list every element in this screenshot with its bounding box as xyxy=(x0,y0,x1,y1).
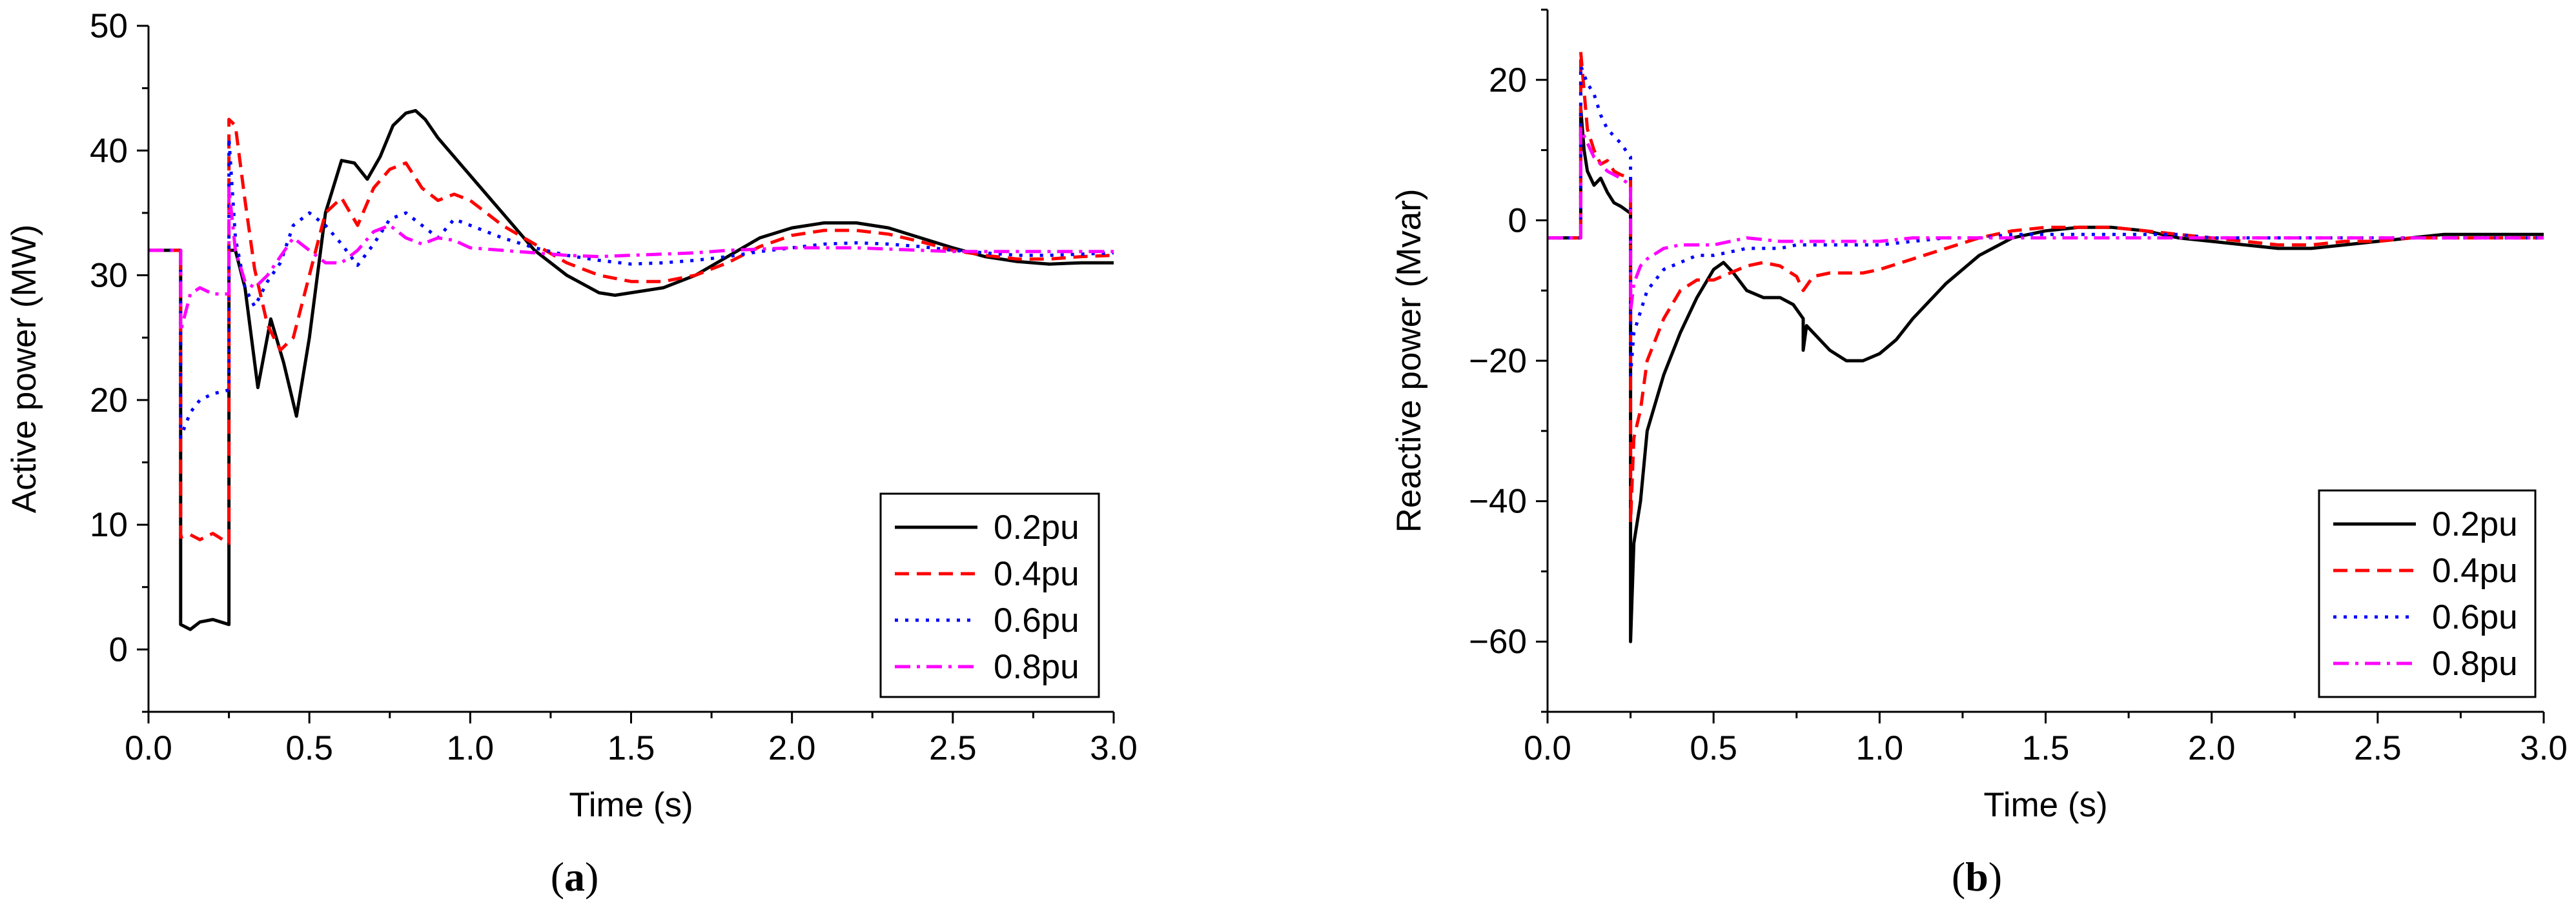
legend: 0.2pu 0.4pu 0.6pu 0.8pu xyxy=(879,492,1100,698)
x-tick-label: 2.5 xyxy=(2354,729,2402,767)
panel-label-letter: a xyxy=(564,854,585,900)
x-tick-label: 2.0 xyxy=(2188,729,2236,767)
y-tick-label: 0 xyxy=(109,631,128,669)
legend-label-0.4pu: 0.4pu xyxy=(994,555,1079,593)
series-line-0.6pu xyxy=(1548,64,2544,377)
series-line-0.4pu xyxy=(1548,50,2544,524)
x-tick-label: 1.0 xyxy=(446,729,494,767)
legend: 0.2pu 0.4pu 0.6pu 0.8pu xyxy=(2318,489,2537,698)
y-tick-label: 20 xyxy=(90,381,128,419)
x-tick-label: 3.0 xyxy=(2520,729,2568,767)
series-line-0.4pu xyxy=(148,117,1114,545)
panel-label-close: ) xyxy=(1988,854,2002,900)
x-tick-label: 1.5 xyxy=(608,729,655,767)
y-tick-label: 30 xyxy=(90,257,128,295)
panel-label-open: ( xyxy=(1952,854,1965,900)
x-axis-label: Time (s) xyxy=(1983,786,2107,824)
x-tick-label: 0.0 xyxy=(1524,729,1571,767)
y-tick-label: −60 xyxy=(1469,623,1527,661)
x-tick-label: 1.5 xyxy=(2022,729,2070,767)
y-tick-label: 40 xyxy=(90,132,128,170)
legend-label-0.4pu: 0.4pu xyxy=(2432,552,2518,590)
y-axis-label: Active power (MW) xyxy=(5,225,43,514)
legend-label-0.8pu: 0.8pu xyxy=(994,648,1079,686)
x-tick-label: 0.5 xyxy=(285,729,333,767)
y-tick-label: −20 xyxy=(1469,342,1527,380)
legend-label-0.6pu: 0.6pu xyxy=(994,601,1079,640)
x-tick-label: 2.5 xyxy=(929,729,977,767)
panel-label-open: ( xyxy=(551,854,564,900)
x-tick-label: 0.0 xyxy=(125,729,172,767)
panel-label-close: ) xyxy=(585,854,598,900)
series-line-0.8pu xyxy=(1548,127,2544,314)
y-tick-label: 50 xyxy=(90,7,128,45)
x-tick-label: 0.5 xyxy=(1690,729,1737,767)
series-line-0.6pu xyxy=(148,136,1114,439)
y-tick-label: 10 xyxy=(90,506,128,544)
x-tick-label: 2.0 xyxy=(768,729,816,767)
series-line-0.2pu xyxy=(1548,106,2544,643)
x-axis-label: Time (s) xyxy=(569,786,693,824)
chart-panel-b: 0.0 0.5 1.0 1.5 2.0 2.5 3.0 −60 −40 −20 0 20 Time (s… xyxy=(1390,8,2568,900)
y-tick-label: 0 xyxy=(1508,201,1527,239)
y-tick-label: −40 xyxy=(1469,483,1527,521)
legend-label-0.2pu: 0.2pu xyxy=(2432,505,2518,543)
x-tick-label: 3.0 xyxy=(1090,729,1138,767)
x-tick-label: 1.0 xyxy=(1855,729,1903,767)
panel-label: (a) xyxy=(551,854,599,900)
y-axis-label: Reactive power (Mvar) xyxy=(1390,188,1428,532)
legend-label-0.8pu: 0.8pu xyxy=(2432,645,2518,683)
series-line-0.8pu xyxy=(148,186,1114,333)
panel-label-letter: b xyxy=(1965,854,1988,900)
legend-label-0.2pu: 0.2pu xyxy=(994,509,1079,547)
legend-label-0.6pu: 0.6pu xyxy=(2432,598,2518,636)
chart-panel-a: 0.0 0.5 1.0 1.5 2.0 2.5 3.0 0 10 20 30 40 50 Time (s)… xyxy=(5,7,1138,900)
panel-label: (b) xyxy=(1952,854,2002,900)
y-tick-label: 20 xyxy=(1489,61,1527,99)
